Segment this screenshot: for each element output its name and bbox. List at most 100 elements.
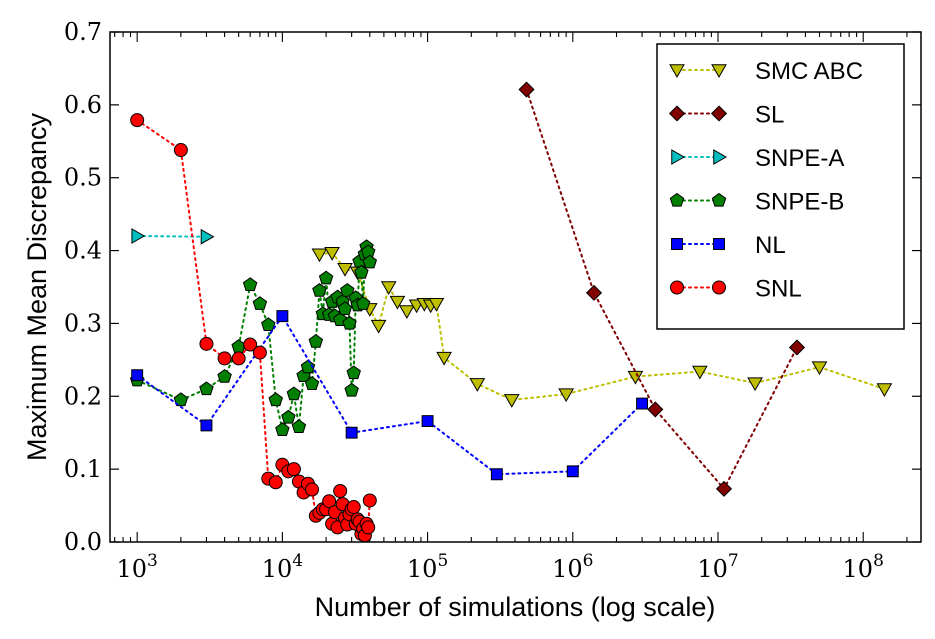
x-tick-label: 106: [552, 551, 593, 583]
data-point-snpe-b: [173, 392, 189, 407]
y-tick-label: 0.6: [64, 91, 102, 119]
data-point-sl: [518, 81, 535, 98]
data-point-snpe-b: [252, 296, 268, 310]
data-point-smc-abc: [399, 305, 415, 320]
data-point-snl: [268, 475, 283, 490]
data-point-snl: [130, 113, 145, 128]
data-point-nl: [490, 468, 503, 481]
y-tick-label: 0.1: [64, 455, 102, 483]
series-layer: [129, 81, 893, 543]
legend-marker-sl: [668, 105, 686, 122]
legend-marker-snpe-b: [711, 192, 727, 207]
data-point-smc-abc: [469, 378, 486, 392]
series-snpe-a: [131, 228, 215, 245]
legend-label-sl: SL: [755, 102, 784, 129]
data-point-snpe-b: [312, 283, 327, 297]
legend-marker-smc-abc: [669, 64, 685, 79]
data-point-snl: [305, 482, 320, 497]
data-point-smc-abc: [558, 388, 575, 403]
plot-frame: [109, 31, 922, 543]
series-snpe-b: [129, 239, 378, 436]
legend-label-smc-abc: SMC ABC: [755, 58, 863, 85]
data-point-snpe-b: [340, 283, 355, 297]
data-point-snl: [362, 493, 377, 508]
legend-entry-smc-abc: SMC ABC: [669, 58, 863, 85]
data-point-snpe-b: [362, 254, 378, 269]
data-point-snl: [361, 520, 376, 535]
data-point-smc-abc: [876, 383, 893, 398]
data-point-snpe-b: [275, 422, 290, 436]
series-nl: [131, 310, 649, 481]
series-line-sl: [525, 88, 799, 491]
data-point-snl: [252, 345, 267, 360]
series-line-smc-abc: [318, 251, 886, 401]
data-point-snpe-b: [318, 270, 334, 285]
data-point-nl: [636, 397, 649, 410]
data-point-snpe-b: [354, 264, 369, 279]
series-line-snpe-a: [136, 235, 208, 238]
legend-entry-snpe-b: SNPE-B: [669, 189, 844, 216]
legend-entry-snpe-a: SNPE-A: [671, 145, 844, 172]
legend-marker-snpe-a: [671, 149, 686, 165]
data-point-snl: [243, 337, 258, 352]
data-point-smc-abc: [337, 263, 353, 277]
data-point-snpe-b: [337, 301, 353, 316]
series-sl: [518, 81, 806, 497]
data-point-nl: [566, 465, 579, 478]
x-tick-label: 105: [407, 551, 448, 583]
legend-box: [656, 43, 905, 330]
data-point-snpe-b: [344, 382, 359, 397]
data-point-snpe-a: [200, 228, 215, 245]
data-point-smc-abc: [380, 281, 397, 296]
legend-label-snpe-b: SNPE-B: [755, 189, 844, 216]
data-point-snpe-b: [291, 419, 307, 434]
y-tick-label: 0.7: [64, 18, 102, 46]
data-point-smc-abc: [428, 298, 445, 312]
data-point-sl: [647, 401, 664, 418]
data-point-snl: [333, 484, 348, 498]
data-point-snpe-b: [261, 317, 276, 332]
x-tick-label: 108: [843, 551, 884, 583]
data-point-nl: [276, 310, 289, 323]
data-point-snpe-b: [346, 365, 361, 380]
data-point-snpe-b: [308, 334, 324, 348]
data-point-snpe-b: [300, 359, 316, 374]
legend-marker-snl: [712, 280, 726, 295]
series-line-snpe-b: [136, 243, 371, 433]
y-tick-label: 0.4: [64, 237, 102, 265]
data-point-snpe-b: [242, 277, 258, 291]
legend-marker-smc-abc: [711, 64, 727, 79]
data-point-snpe-b: [281, 409, 296, 424]
data-point-smc-abc: [389, 295, 406, 310]
legend-marker-snpe-a: [713, 149, 728, 165]
legend-entry-snl: SNL: [670, 276, 802, 303]
data-point-smc-abc: [324, 247, 340, 261]
legend-label-snpe-a: SNPE-A: [755, 145, 844, 172]
legend-entry-sl: SL: [668, 102, 784, 129]
series-snl: [130, 113, 377, 543]
x-tick-label: 103: [116, 551, 157, 583]
series-line-nl: [136, 314, 644, 476]
y-tick-label: 0.3: [64, 309, 102, 337]
legend: SMC ABC SL SNPE-A SNPE-B NL SNL: [656, 43, 905, 330]
series-smc-abc: [311, 247, 893, 408]
y-tick-label: 0.5: [64, 164, 102, 192]
data-point-nl: [345, 426, 358, 439]
legend-marker-nl: [671, 238, 683, 250]
data-point-smc-abc: [370, 319, 387, 334]
legend-marker-nl: [713, 238, 725, 250]
data-point-snl: [322, 494, 337, 509]
axis-ticks: [110, 31, 921, 543]
data-point-smc-abc: [503, 394, 520, 408]
data-point-sl: [715, 480, 733, 497]
data-point-snpe-b: [342, 315, 357, 330]
legend-entry-nl: NL: [671, 232, 786, 259]
data-point-nl: [421, 415, 434, 428]
data-point-snpe-a: [131, 228, 146, 244]
legend-marker-snpe-b: [669, 192, 685, 207]
tick-labels: 0.0 0.1 0.2 0.3 0.4 0.5 0.6 0.7 103 104 105 106 107 1…: [64, 18, 884, 583]
data-point-snpe-b: [304, 376, 320, 391]
data-point-nl: [200, 419, 213, 432]
data-point-snpe-b: [268, 392, 283, 407]
